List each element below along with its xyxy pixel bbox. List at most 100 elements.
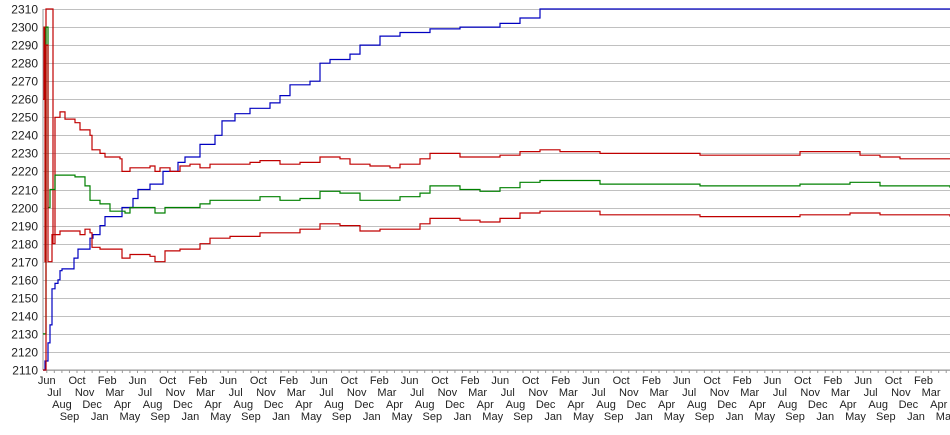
x-tick-label: Mar [740,387,759,399]
series-group [43,8,950,371]
x-tick-label: Sep [876,411,896,423]
x-tick-label: Dec [354,399,374,411]
x-tick-label: Jan [907,411,925,423]
x-tick-label: Apr [205,399,222,411]
x-tick-label: Apr [930,399,947,411]
gridlines [43,9,950,371]
x-axis-ticks: JunJulAugSepOctNovDecJanFebMarAprMayJunJ… [38,370,950,423]
y-tick-label: 2260 [11,93,38,107]
x-tick-label: Mar [650,387,669,399]
y-tick-label: 2170 [11,256,38,270]
x-tick-label: Aug [143,399,163,411]
x-tick-label: Jun [129,375,147,387]
y-axis-ticks: 2110 2120 2130 2140 2150 2160 2170 2180 2190 2200… [11,3,38,378]
x-tick-label: Feb [188,375,207,387]
x-tick-label: Jun [673,375,691,387]
x-tick-label: Feb [551,375,570,387]
x-tick-label: May [392,411,413,423]
x-tick-label: Jun [582,375,600,387]
x-tick-label: Oct [250,375,267,387]
x-tick-label: Apr [295,399,312,411]
x-tick-label: Jul [682,387,696,399]
x-tick-label: Dec [82,399,102,411]
y-tick-label: 2290 [11,39,38,53]
x-tick-label: Dec [717,399,737,411]
x-tick-label: Jul [410,387,424,399]
x-tick-label: Nov [75,387,95,399]
x-tick-label: Nov [528,387,548,399]
x-tick-label: Feb [642,375,661,387]
x-tick-label: Nov [619,387,639,399]
x-tick-label: Aug [687,399,707,411]
y-tick-label: 2210 [11,184,38,198]
x-tick-label: Jan [363,411,381,423]
x-tick-label: Sep [604,411,624,423]
x-tick-label: Apr [114,399,131,411]
x-tick-label: Nov [800,387,820,399]
x-tick-label: Aug [778,399,798,411]
x-tick-label: Aug [52,399,72,411]
x-tick-label: Jan [544,411,562,423]
y-tick-label: 2310 [11,3,38,17]
x-tick-label: Sep [695,411,715,423]
y-tick-label: 2280 [11,57,38,71]
x-tick-label: Sep [150,411,170,423]
x-tick-label: May [301,411,322,423]
x-tick-label: Oct [885,375,902,387]
x-tick-label: Dec [536,399,556,411]
x-tick-label: Feb [279,375,298,387]
x-tick-label: Feb [370,375,389,387]
y-tick-label: 2120 [11,346,38,360]
x-tick-label: May [573,411,594,423]
x-tick-label: Aug [324,399,344,411]
y-tick-label: 2160 [11,274,38,288]
x-tick-label: Jul [138,387,152,399]
y-tick-label: 2220 [11,165,38,179]
x-tick-label: Jun [401,375,419,387]
x-tick-label: May [210,411,231,423]
x-tick-label: Oct [341,375,358,387]
x-tick-label: Dec [173,399,193,411]
x-tick-label: Jul [229,387,243,399]
x-tick-label: Feb [461,375,480,387]
x-tick-label: Jun [764,375,782,387]
x-tick-label: Mar [831,387,850,399]
series-line-3 [43,26,950,335]
x-tick-label: Jan [816,411,834,423]
x-tick-label: Mar [377,387,396,399]
x-tick-label: Mar [105,387,124,399]
series-line-2 [43,8,950,263]
x-tick-label: May [120,411,141,423]
x-tick-label: Oct [613,375,630,387]
x-tick-label: May [754,411,775,423]
y-tick-label: 2190 [11,220,38,234]
x-tick-label: Feb [98,375,117,387]
x-tick-label: Jan [635,411,653,423]
x-tick-label: Jan [182,411,200,423]
x-tick-label: Mar [287,387,306,399]
x-tick-label: Mar [196,387,215,399]
x-tick-label: Jan [726,411,744,423]
x-tick-label: Oct [522,375,539,387]
x-tick-label: Oct [159,375,176,387]
x-tick-label: Sep [241,411,261,423]
x-tick-label: Oct [431,375,448,387]
x-tick-label: Apr [477,399,494,411]
x-tick-label: Jul [319,387,333,399]
x-tick-label: May [936,411,950,423]
x-tick-label: Feb [823,375,842,387]
x-tick-label: Jul [591,387,605,399]
x-tick-label: Sep [513,411,533,423]
x-tick-label: Apr [749,399,766,411]
x-tick-label: Nov [438,387,458,399]
x-tick-label: Mar [468,387,487,399]
x-tick-label: Mar [922,387,941,399]
x-tick-label: Jun [491,375,509,387]
x-tick-label: Nov [166,387,186,399]
x-tick-label: Nov [256,387,276,399]
x-tick-label: Aug [234,399,254,411]
x-tick-label: Dec [627,399,647,411]
x-tick-label: Sep [60,411,80,423]
y-tick-label: 2270 [11,75,38,89]
